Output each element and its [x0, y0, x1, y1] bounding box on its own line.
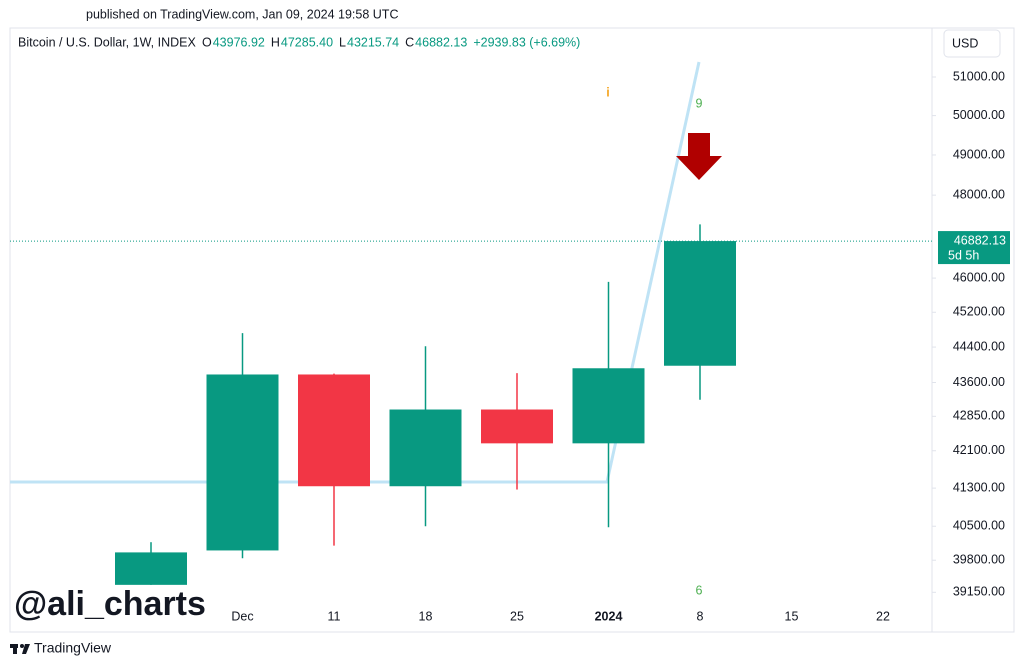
- last-price-label: 46882.13: [954, 233, 1006, 247]
- legend-text: 43976.92: [213, 35, 265, 49]
- currency-button[interactable]: [943, 29, 1001, 58]
- frame: [9, 27, 1015, 633]
- published-note: published on TradingView.com, Jan 09, 20…: [86, 7, 398, 21]
- y-tick-label: 41300.00: [953, 480, 1005, 494]
- y-tick-label: 39800.00: [953, 553, 1005, 567]
- legend-text: 43215.74: [347, 35, 399, 49]
- x-tick-label: 8: [697, 609, 704, 623]
- x-tick-label: 22: [876, 609, 890, 623]
- currency-label[interactable]: USD: [952, 36, 978, 50]
- ohlc-legend: O 43976.92 H 47285.40 L 43215.74 C 46882.13 +293…: [202, 35, 580, 49]
- legend-text: C: [405, 35, 414, 49]
- y-tick-label: 45200.00: [953, 305, 1005, 319]
- last-price-badge: [938, 231, 1010, 265]
- candle-body: [572, 368, 645, 444]
- y-tick-label: 42850.00: [953, 409, 1005, 423]
- legend-text: +2939.83 (+6.69%): [473, 35, 580, 49]
- y-tick-label: 51000.00: [953, 69, 1005, 83]
- candle-body: [481, 409, 553, 444]
- x-tick-label: 2024: [595, 609, 623, 623]
- down-arrow: [676, 133, 722, 180]
- candle-body: [389, 409, 462, 487]
- y-tick-label: 50000.00: [953, 108, 1005, 122]
- x-tick-label: 18: [419, 609, 433, 623]
- candle-body: [115, 552, 187, 585]
- brand-name: TradingView: [34, 640, 112, 656]
- legend-text: 47285.40: [281, 35, 333, 49]
- y-tick-label: 48000.00: [953, 187, 1005, 201]
- annotation: 9: [696, 96, 703, 110]
- legend-text: L: [339, 35, 346, 49]
- x-tick-label: 15: [785, 609, 799, 623]
- y-tick-label: 49000.00: [953, 147, 1005, 161]
- x-tick-label: 25: [510, 609, 524, 623]
- legend-text: H: [271, 35, 280, 49]
- legend-text: 46882.13: [415, 35, 467, 49]
- y-tick-label: 42100.00: [953, 443, 1005, 457]
- annotation: i: [606, 85, 609, 99]
- watermark: @ali_charts: [14, 585, 206, 623]
- y-tick-label: 46000.00: [953, 270, 1005, 284]
- countdown-label: 5d 5h: [948, 248, 979, 262]
- y-tick-label: 44400.00: [953, 339, 1005, 353]
- y-tick-label: 43600.00: [953, 375, 1005, 389]
- brand-logo: [10, 644, 30, 654]
- legend-text: O: [202, 35, 212, 49]
- candle-body: [206, 374, 279, 551]
- chart-title: Bitcoin / U.S. Dollar, 1W, INDEX: [18, 35, 196, 49]
- candle-body: [664, 241, 736, 366]
- y-tick-label: 39150.00: [953, 585, 1005, 599]
- y-tick-label: 40500.00: [953, 519, 1005, 533]
- x-tick-label: Dec: [231, 609, 253, 623]
- candle-body: [298, 374, 370, 487]
- annotation: 6: [696, 583, 703, 597]
- x-tick-label: 11: [328, 609, 341, 623]
